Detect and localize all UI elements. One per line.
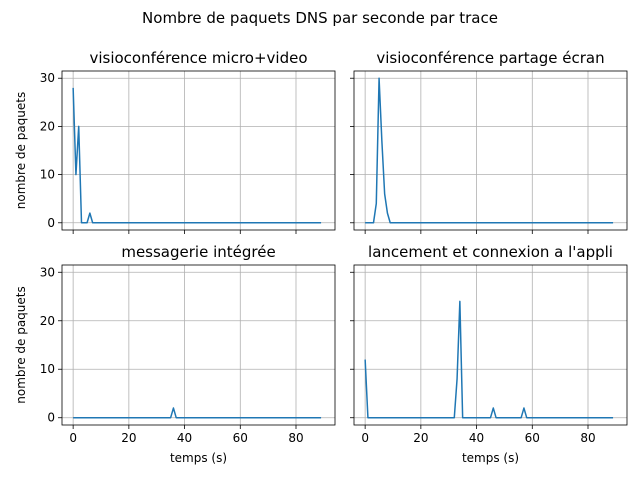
x-tick-label: 80 xyxy=(580,431,595,445)
x-tick-label: 80 xyxy=(288,431,303,445)
x-tick-label: 60 xyxy=(525,431,540,445)
subplot-title: lancement et connexion a l'appli xyxy=(368,243,613,261)
y-axis-label: nombre de paquets xyxy=(14,92,28,209)
x-tick-label: 40 xyxy=(177,431,192,445)
x-axis-label: temps (s) xyxy=(462,451,519,465)
y-tick-label: 30 xyxy=(40,71,55,85)
subplot-title: messagerie intégrée xyxy=(121,243,275,261)
y-tick-label: 20 xyxy=(40,314,55,328)
subplot-2: visioconférence partage écran xyxy=(350,49,628,234)
x-tick-label: 60 xyxy=(233,431,248,445)
series-line xyxy=(73,407,322,419)
y-tick-label: 30 xyxy=(40,265,55,279)
subplot-title: visioconférence micro+video xyxy=(89,49,307,67)
series-line xyxy=(72,87,322,224)
y-tick-label: 0 xyxy=(47,216,55,230)
y-tick-label: 10 xyxy=(40,168,55,182)
y-tick-label: 20 xyxy=(40,119,55,133)
subplot-title: visioconférence partage écran xyxy=(376,49,604,67)
x-tick-label: 20 xyxy=(413,431,428,445)
y-tick-label: 10 xyxy=(40,362,55,376)
y-tick-label: 0 xyxy=(47,411,55,425)
axes-frame xyxy=(61,264,336,426)
x-tick-label: 40 xyxy=(469,431,484,445)
figure-title: Nombre de paquets DNS par seconde par tr… xyxy=(142,9,498,27)
x-tick-label: 0 xyxy=(361,431,369,445)
x-tick-label: 20 xyxy=(121,431,136,445)
series-line xyxy=(364,300,614,419)
axes-frame xyxy=(61,70,336,231)
x-tick-label: 0 xyxy=(69,431,77,445)
y-axis-label: nombre de paquets xyxy=(14,286,28,403)
series-line xyxy=(365,77,614,224)
subplot-4: 0 20 40 60 80 lancement et connexion a l'appl… xyxy=(350,243,628,465)
x-axis-label: temps (s) xyxy=(170,451,227,465)
subplot-3: 0 20 40 60 80 0 10 20 30 messagerie intégrée temps… xyxy=(14,243,336,465)
subplot-1: 0 10 20 30 visioconférence micro+video nombre… xyxy=(14,49,336,234)
axes-frame xyxy=(353,70,628,231)
axes-frame xyxy=(353,264,628,426)
